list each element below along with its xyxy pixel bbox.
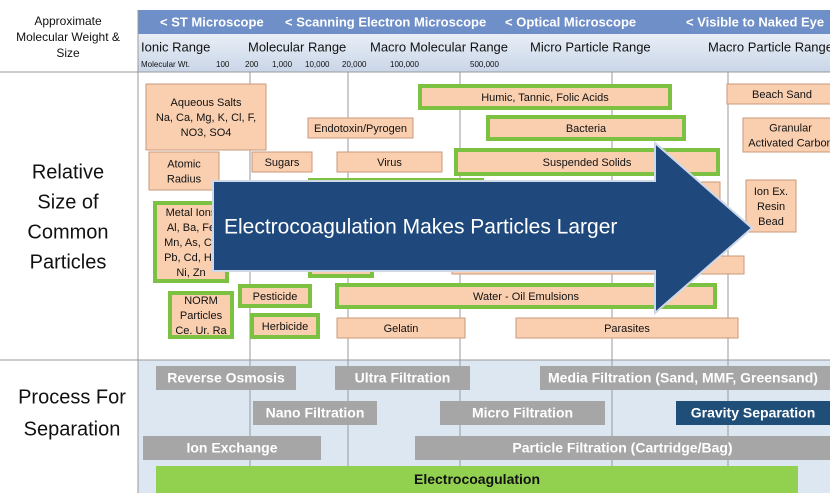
range-label: Macro Particle Range: [708, 39, 830, 54]
particle-label: Suspended Solids: [543, 157, 632, 169]
particle-box: [238, 284, 312, 308]
particle-label: Gelatin: [384, 323, 419, 335]
process-box: [540, 366, 830, 390]
microscope-bar: [138, 10, 830, 34]
process-label: Ultra Filtration: [355, 370, 451, 386]
particle-box: [336, 317, 466, 339]
section-label: Process For: [18, 386, 126, 408]
particle-box: [515, 317, 739, 339]
particle-label: Bacteria: [566, 123, 607, 135]
process-box: [253, 401, 377, 425]
particle-box: [726, 83, 830, 105]
particle-label: Al, Ba, Fe: [167, 222, 215, 234]
microscope-label: < Optical Microscope: [505, 14, 636, 29]
process-label: Media Filtration (Sand, MMF, Greensand): [548, 370, 818, 386]
particle-label: Granular: [769, 122, 812, 134]
process-label: Ion Exchange: [186, 440, 277, 456]
particle-label: Ce. Ur. Ra: [175, 325, 227, 337]
particle-label: Parasites: [604, 323, 650, 335]
section-label: Separation: [24, 418, 121, 440]
process-label: Reverse Osmosis: [167, 370, 285, 386]
arrow-label: Electrocoagulation Makes Particles Large…: [224, 216, 617, 239]
section-label: Particles: [30, 251, 107, 273]
particle-box: [742, 117, 830, 153]
weight-label: 200: [245, 60, 259, 69]
particle-box: [307, 117, 414, 139]
particle-label: Aqueous Salts: [171, 97, 242, 109]
header-label: Approximate: [34, 14, 102, 28]
range-label: Molecular Range: [248, 39, 346, 54]
process-label: Nano Filtration: [266, 405, 365, 421]
particle-box: [418, 84, 672, 110]
section-label: Common: [27, 221, 108, 243]
header-label: Size: [56, 46, 80, 60]
particle-label: Pesticide: [253, 291, 298, 303]
particle-box: [145, 83, 267, 151]
process-box: [676, 401, 830, 425]
particle-label: Pb, Cd, Hg: [164, 252, 218, 264]
header-label: Molecular Weight &: [16, 30, 120, 44]
process-box: [440, 401, 605, 425]
process-label: Electrocoagulation: [414, 471, 540, 487]
process-label: Micro Filtration: [472, 405, 573, 421]
particle-box: [168, 291, 234, 339]
particle-label: Mn, As, Cu: [164, 237, 218, 249]
particle-label: Bead: [758, 216, 784, 228]
particle-label: Atomic: [167, 158, 201, 170]
process-box: [335, 366, 470, 390]
range-label: Micro Particle Range: [530, 39, 651, 54]
grid: [0, 10, 830, 493]
particle-label: Beach Sand: [752, 89, 812, 101]
range-bar: [138, 34, 830, 72]
weight-label: 1,000: [272, 60, 293, 69]
particle-label: NO3, SO4: [181, 127, 232, 139]
weight-label: 20,000: [342, 60, 367, 69]
range-label: Ionic Range: [141, 39, 210, 54]
weight-label: Molecular Wt.: [141, 60, 190, 69]
process-box: [415, 436, 830, 460]
particle-label: Ni, Zn: [176, 267, 205, 279]
particle-label: Sugars: [265, 157, 300, 169]
arrow: [212, 140, 754, 316]
particle-label: Particles: [180, 310, 223, 322]
process-label: Particle Filtration (Cartridge/Bag): [512, 440, 732, 456]
microscope-label: < Scanning Electron Microscope: [285, 14, 486, 29]
process-label: Gravity Separation: [691, 405, 816, 421]
particle-box: [251, 151, 313, 173]
microscope-label: < ST Microscope: [160, 14, 264, 29]
weight-label: 100: [216, 60, 230, 69]
weight-label: 500,000: [470, 60, 499, 69]
particle-label: Ion Ex.: [754, 186, 788, 198]
particle-label: Virus: [377, 157, 402, 169]
particle-box: [250, 313, 320, 339]
weight-label: 10,000: [305, 60, 330, 69]
particle-box: [336, 151, 443, 173]
section-label: Relative: [32, 161, 104, 183]
particle-label: Na, Ca, Mg, K, Cl, F,: [156, 112, 256, 124]
particle-box: [745, 179, 797, 233]
range-label: Macro Molecular Range: [370, 39, 508, 54]
process-box: [143, 436, 321, 460]
section-label: Size of: [37, 191, 99, 213]
particle-label: Radius: [167, 173, 202, 185]
process-box: [156, 366, 296, 390]
particle-label: Resin: [757, 201, 785, 213]
particle-label: Metal Ions: [166, 207, 217, 219]
particle-box: [148, 151, 220, 191]
process-box: [156, 466, 798, 493]
particle-label: Activated Carbon: [748, 137, 830, 149]
particle-box: [486, 115, 686, 141]
particle-label: Herbicide: [262, 321, 308, 333]
weight-label: 100,000: [390, 60, 419, 69]
microscope-label: < Visible to Naked Eye: [686, 14, 824, 29]
particle-label: NORM: [184, 295, 218, 307]
particle-label: Water - Oil Emulsions: [473, 291, 579, 303]
particle-label: Humic, Tannic, Folic Acids: [481, 92, 609, 104]
particle-label: Endotoxin/Pyrogen: [314, 123, 407, 135]
particle-box: [335, 283, 717, 309]
